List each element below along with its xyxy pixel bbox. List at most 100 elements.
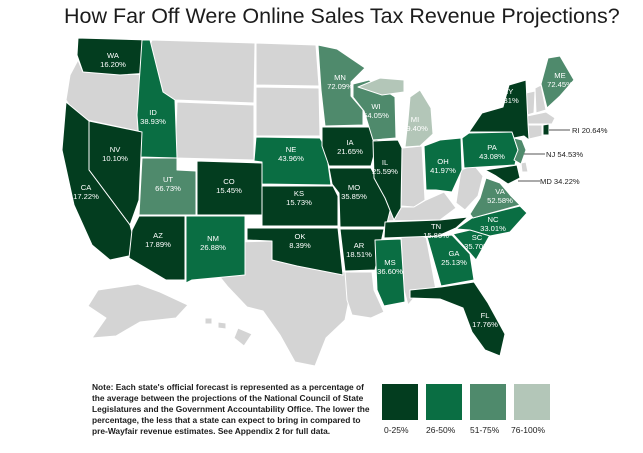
state-il xyxy=(372,139,403,221)
state-ks xyxy=(261,185,339,227)
state-pct-oh: 41.97% xyxy=(430,166,456,175)
state-ri xyxy=(542,123,550,136)
state-nh xyxy=(534,84,547,114)
state-abbr-ar: AR xyxy=(354,241,365,250)
state-pct-va: 52.58% xyxy=(487,196,513,205)
state-abbr-il: IL xyxy=(382,158,388,167)
state-label-ri: RI 20.64% xyxy=(572,126,608,135)
state-pct-mo: 35.85% xyxy=(341,192,367,201)
state-pct-ok: 8.39% xyxy=(289,241,311,250)
state-nd xyxy=(255,42,320,87)
state-pct-az: 17.89% xyxy=(145,240,171,249)
state-abbr-ut: UT xyxy=(163,175,173,184)
state-ga xyxy=(426,234,475,287)
state-abbr-nc: NC xyxy=(488,215,499,224)
state-abbr-mn: MN xyxy=(334,73,346,82)
legend-swatch-51-75 xyxy=(470,384,506,420)
state-abbr-oh: OH xyxy=(437,157,448,166)
state-az xyxy=(128,215,186,281)
state-abbr-ms: MS xyxy=(384,258,395,267)
state-sc xyxy=(452,229,491,261)
state-pct-ut: 66.73% xyxy=(155,184,181,193)
state-la xyxy=(344,271,385,319)
state-ne xyxy=(253,136,332,186)
state-abbr-ny: NY xyxy=(503,87,514,96)
state-pct-ks: 15.73% xyxy=(286,198,312,207)
map-title: How Far Off Were Online Sales Tax Revenu… xyxy=(64,4,620,28)
state-ut xyxy=(138,157,197,216)
state-abbr-id: ID xyxy=(149,108,157,117)
state-pct-sc: 35.70% xyxy=(464,242,490,251)
state-ak xyxy=(87,283,189,339)
state-pct-pa: 43.08% xyxy=(479,152,505,161)
state-pct-ga: 25.13% xyxy=(441,258,467,267)
state-pct-nv: 10.10% xyxy=(102,154,128,163)
state-pct-nc: 33.01% xyxy=(480,224,506,233)
state-abbr-me: ME xyxy=(554,71,565,80)
state-abbr-mi: MI xyxy=(411,115,419,124)
state-abbr-az: AZ xyxy=(153,231,163,240)
legend-swatch-0-25 xyxy=(382,384,418,420)
state-fl xyxy=(409,281,506,357)
state-nj xyxy=(513,137,527,165)
state-oh xyxy=(423,137,463,193)
state-label-md: MD 34.22% xyxy=(540,177,580,186)
legend-label-76-100: 76-100% xyxy=(511,425,546,435)
state-ar xyxy=(339,228,385,272)
state-wy xyxy=(174,101,255,161)
state-ms xyxy=(374,238,406,307)
state-nm xyxy=(185,215,246,284)
state-pct-ne: 43.96% xyxy=(278,154,304,163)
state-md xyxy=(484,164,521,185)
legend-label-26-50: 26-50% xyxy=(426,425,456,435)
state-abbr-ks: KS xyxy=(294,189,304,198)
legend-swatch-76-100 xyxy=(514,384,550,420)
state-abbr-wi: WI xyxy=(371,102,380,111)
state-pct-me: 72.45% xyxy=(547,80,573,89)
state-ny xyxy=(468,79,530,141)
state-va xyxy=(469,177,521,219)
state-ct xyxy=(527,124,543,140)
state-abbr-pa: PA xyxy=(487,143,498,152)
state-pct-co: 15.45% xyxy=(216,186,242,195)
state-sd xyxy=(255,86,321,137)
state-abbr-ok: OK xyxy=(295,232,306,241)
state-abbr-mo: MO xyxy=(348,183,360,192)
state-label-nj: NJ 54.53% xyxy=(546,150,583,159)
state-tn xyxy=(383,216,469,239)
state-in xyxy=(400,145,426,208)
state-id xyxy=(136,39,178,159)
state-me xyxy=(540,55,575,109)
state-pct-fl: 17.76% xyxy=(472,320,498,329)
state-pct-ny: 4.31% xyxy=(497,96,519,105)
legend-label-51-75: 51-75% xyxy=(470,425,500,435)
state-pct-tn: 15.86% xyxy=(423,231,449,240)
state-pct-id: 38.93% xyxy=(140,117,166,126)
state-pct-ca: 17.22% xyxy=(73,192,99,201)
state-pct-mn: 72.09% xyxy=(327,82,353,91)
state-abbr-sc: SC xyxy=(472,233,483,242)
state-abbr-va: VA xyxy=(495,187,506,196)
state-abbr-wa: WA xyxy=(107,51,120,60)
state-mn xyxy=(317,44,366,127)
state-pct-nm: 26.88% xyxy=(200,243,226,252)
legend-label-0-25: 0-25% xyxy=(384,425,409,435)
footnote: Note: Each state's official forecast is … xyxy=(92,382,370,436)
state-ca xyxy=(61,101,139,261)
state-abbr-tn: TN xyxy=(431,222,441,231)
state-pct-wa: 16.20% xyxy=(100,60,126,69)
state-mi xyxy=(357,77,434,148)
state-ok xyxy=(246,227,344,276)
state-abbr-ca: CA xyxy=(81,183,92,192)
state-hi xyxy=(204,317,253,347)
state-abbr-fl: FL xyxy=(481,311,490,320)
state-abbr-ia: IA xyxy=(346,138,354,147)
state-pct-il: 25.59% xyxy=(372,167,398,176)
state-pct-ms: 36.60% xyxy=(377,267,403,276)
state-pct-ia: 21.65% xyxy=(337,147,363,156)
state-pct-ar: 18.51% xyxy=(346,250,372,259)
state-abbr-nm: NM xyxy=(207,234,219,243)
state-abbr-co: CO xyxy=(223,177,234,186)
state-abbr-ga: GA xyxy=(449,249,461,258)
